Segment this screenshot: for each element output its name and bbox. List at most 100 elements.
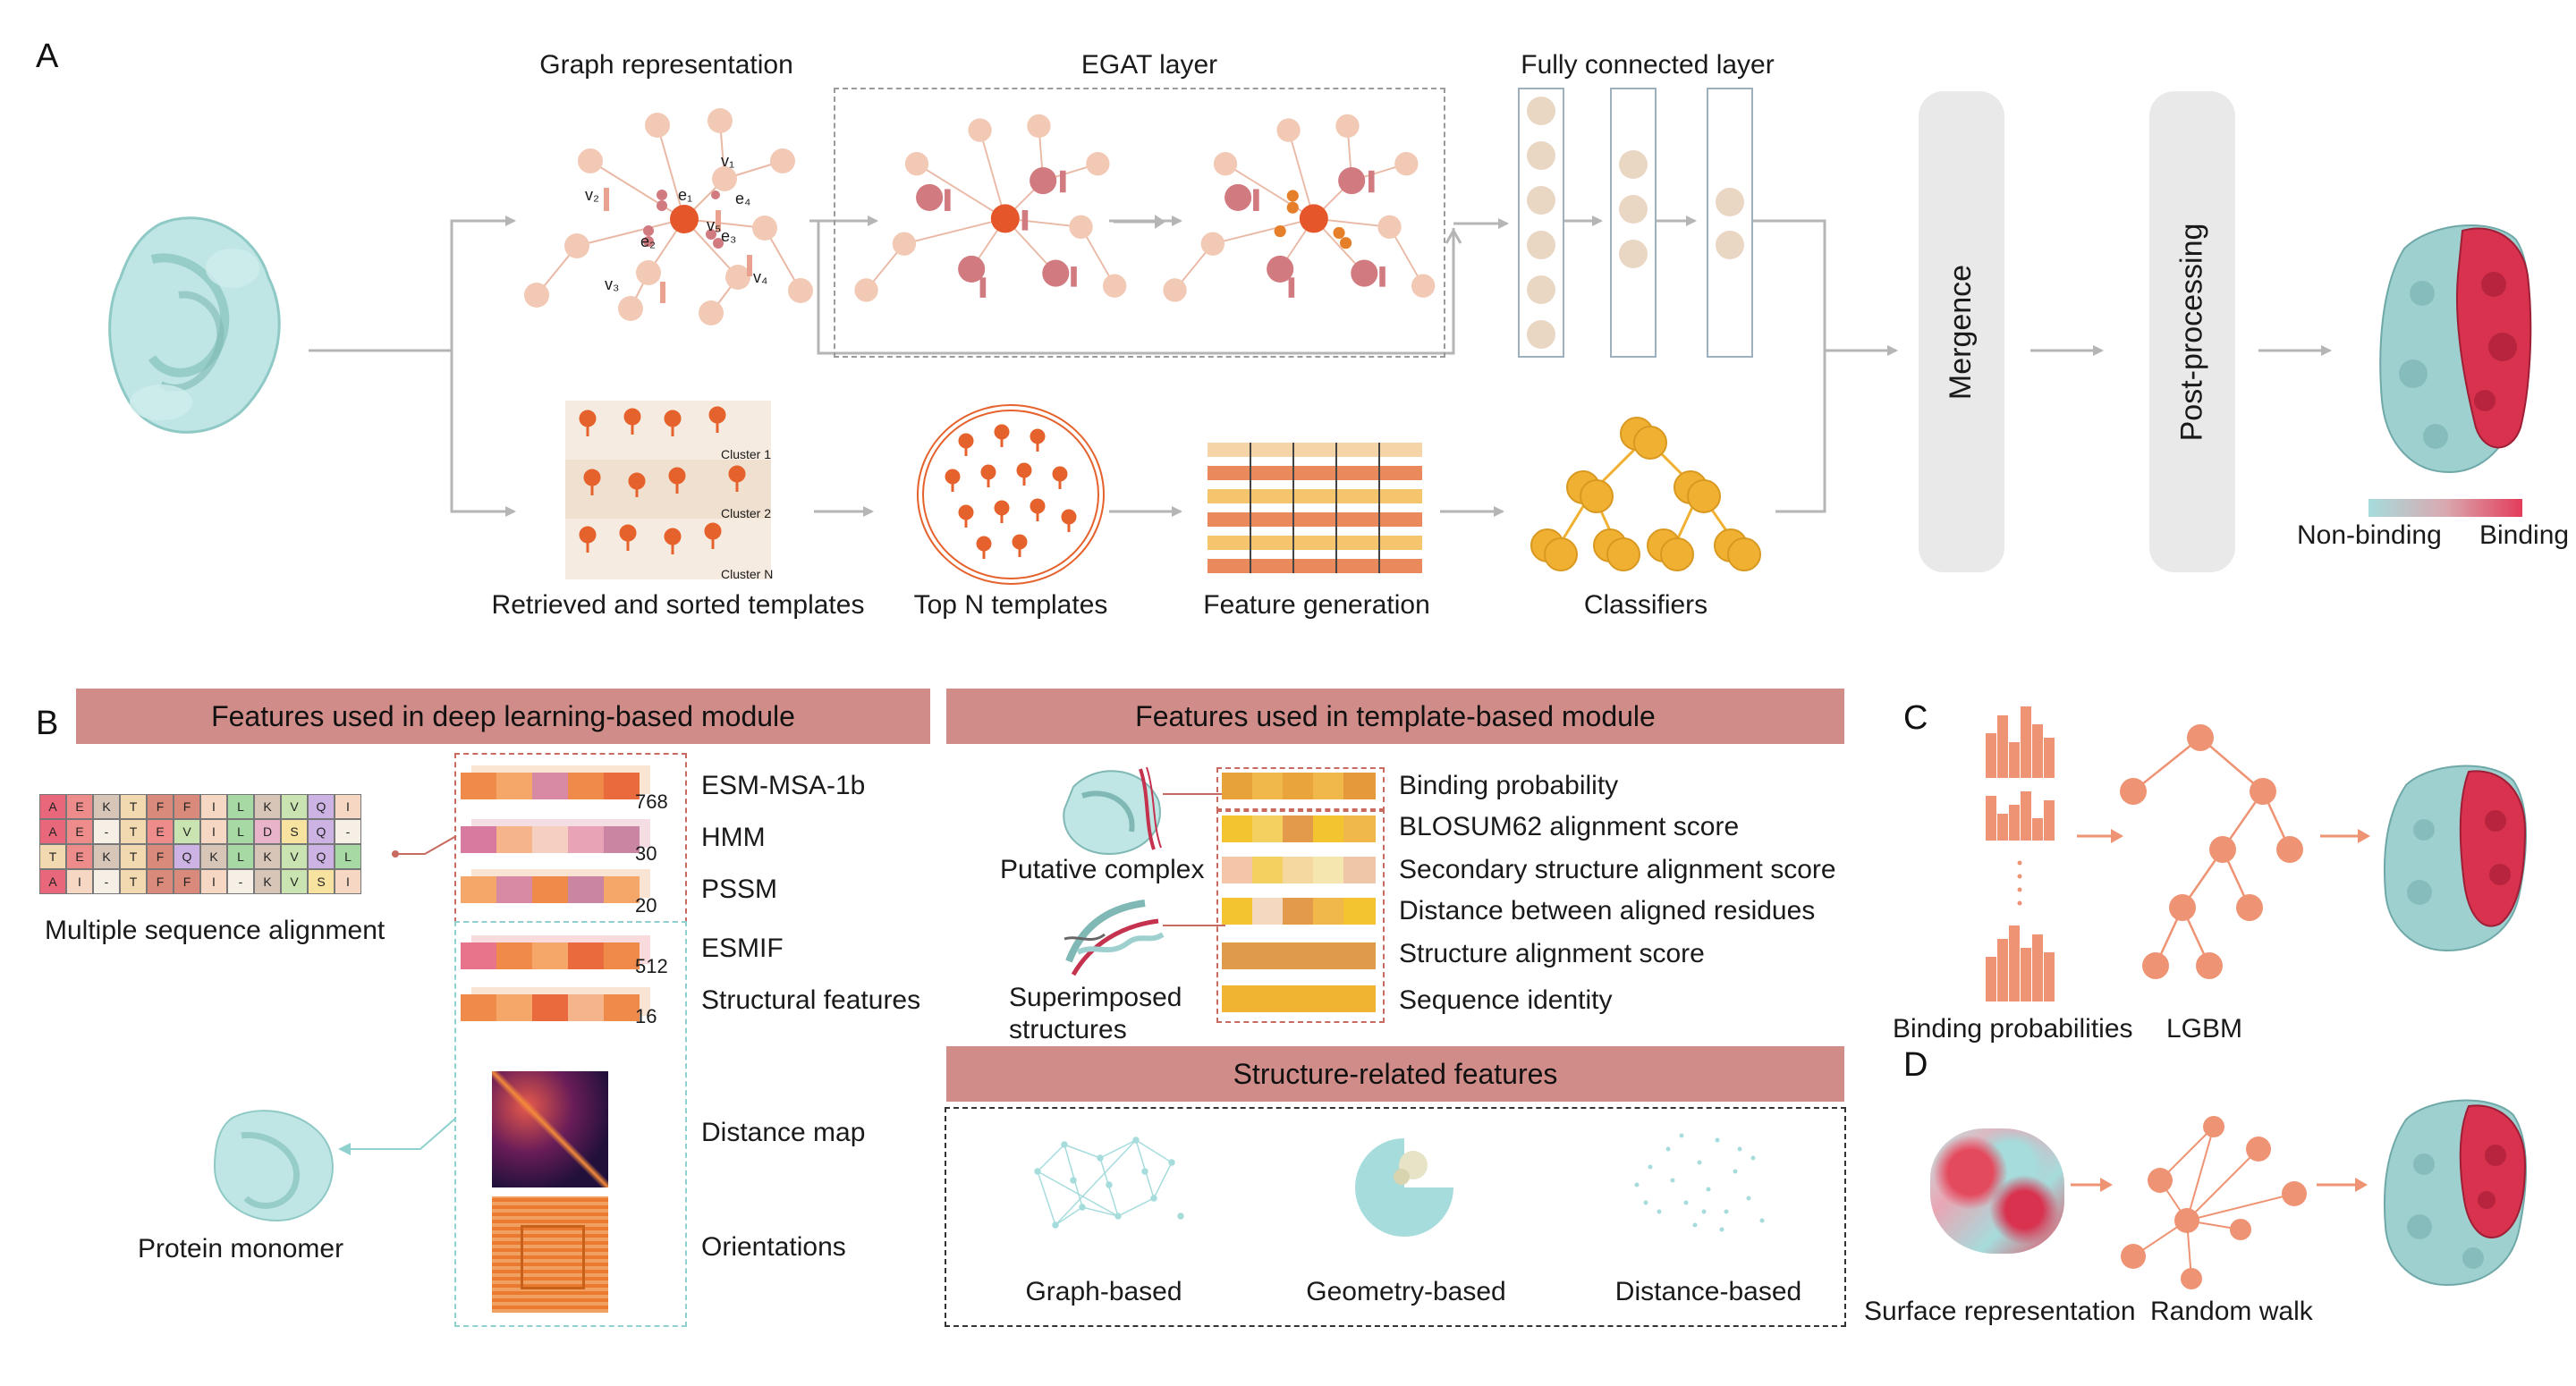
cluster-n-label: Cluster N	[721, 567, 774, 581]
template-feature-secondary-structure: Secondary structure alignment score	[1399, 855, 1836, 884]
egat-layer-label: EGAT layer	[1080, 50, 1218, 80]
dim-structural: 16	[635, 1005, 657, 1027]
msa-cell: A	[39, 794, 66, 819]
feature-generation-label: Feature generation	[1203, 590, 1430, 620]
putative-complex-label: Putative complex	[1000, 855, 1205, 884]
template-feature-blosum62: BLOSUM62 alignment score	[1399, 812, 1740, 841]
msa-cell: T	[120, 844, 147, 869]
msa-cell: K	[200, 844, 227, 869]
node-label-v2: v₂	[585, 186, 599, 204]
msa-cell: A	[39, 819, 66, 844]
lgbm-tree	[2120, 724, 2303, 979]
binding-probabilities-label: Binding probabilities	[1893, 1014, 2133, 1044]
msa-cell: K	[93, 794, 120, 819]
egat-graph-1	[854, 114, 1127, 302]
dim-hmm: 30	[635, 842, 657, 865]
fully-connected-layer-label: Fully connected layer	[1521, 50, 1775, 80]
template-feature-structure-alignment: Structure alignment score	[1399, 939, 1705, 968]
feature-esmif: ESMIF	[701, 934, 784, 963]
graph-based-label: Graph-based	[1025, 1277, 1182, 1306]
feature-hmm: HMM	[701, 823, 766, 852]
panel-letter-b: B	[36, 705, 59, 742]
banner-structure-features: Structure-related features	[946, 1046, 1844, 1102]
msa-cell: E	[147, 819, 174, 844]
msa-cell: L	[227, 844, 254, 869]
msa-cell: -	[93, 819, 120, 844]
msa-cell: T	[120, 819, 147, 844]
top-n-templates-ellipse	[917, 404, 1105, 585]
msa-cell: V	[281, 794, 308, 819]
input-protein-structure	[108, 216, 281, 434]
structure-dl-features-box	[454, 921, 687, 1327]
fc-layer-1	[1518, 88, 1564, 358]
random-walk-graph	[2121, 1116, 2307, 1289]
dim-esmif: 512	[635, 955, 668, 977]
msa-cell: V	[174, 819, 200, 844]
retrieved-templates-label: Retrieved and sorted templates	[491, 590, 865, 620]
cluster-2-label: Cluster 2	[721, 506, 772, 520]
msa-cell: A	[39, 869, 66, 894]
banner-template-features: Features used in template-based module	[946, 689, 1844, 744]
msa-cell: I	[200, 819, 227, 844]
classifiers-trees	[1530, 417, 1761, 571]
surface-representation-image	[1930, 1128, 2064, 1254]
msa-cell: F	[147, 794, 174, 819]
msa-cell: I	[200, 869, 227, 894]
orientations-image	[492, 1196, 608, 1313]
fc-layer-3	[1707, 88, 1753, 358]
node-label-v1: v₁	[721, 152, 735, 170]
panel-letter-d: D	[1903, 1046, 1928, 1084]
geometry-based-icon	[1355, 1138, 1453, 1237]
panel-c-output-protein	[2383, 765, 2527, 952]
msa-cell: K	[254, 869, 281, 894]
msa-cell: E	[66, 844, 93, 869]
msa-cell: I	[200, 794, 227, 819]
template-feature-sequence-identity: Sequence identity	[1399, 985, 1613, 1015]
feature-esm-msa-1b: ESM-MSA-1b	[701, 771, 866, 800]
node-label-v5: v₅	[707, 216, 722, 234]
msa-cell: V	[281, 869, 308, 894]
template-feature-binding-probability: Binding probability	[1399, 771, 1619, 800]
msa-label: Multiple sequence alignment	[45, 916, 386, 945]
egat-layer-box	[834, 88, 1445, 358]
binding-label: Binding	[2479, 520, 2570, 550]
superimposed-label: Superimposed structures	[1009, 983, 1182, 1044]
mergence-box: Mergence	[1919, 91, 2004, 572]
msa-cell: L	[335, 844, 361, 869]
msa-cell: I	[335, 869, 361, 894]
msa-cell: T	[120, 794, 147, 819]
msa-cell: S	[308, 869, 335, 894]
msa-cell: F	[147, 869, 174, 894]
template-scores-box	[1216, 808, 1385, 1023]
superimposed-structures	[1063, 900, 1165, 976]
msa-cell: Q	[174, 844, 200, 869]
msa-cell: L	[227, 819, 254, 844]
distance-based-label: Distance-based	[1614, 1277, 1802, 1306]
msa-cell: S	[281, 819, 308, 844]
msa-cell: F	[174, 869, 200, 894]
msa-cell: -	[93, 869, 120, 894]
output-protein-structure	[2379, 224, 2532, 474]
distance-map-image	[492, 1071, 608, 1187]
panel-letter-c: C	[1903, 699, 1928, 737]
msa-cell: T	[39, 844, 66, 869]
fc-layer-2	[1610, 88, 1657, 358]
banner-dl-features: Features used in deep learning-based mod…	[76, 689, 930, 744]
cluster-1-label: Cluster 1	[721, 447, 772, 461]
msa-cell: E	[66, 819, 93, 844]
msa-cell: Q	[308, 819, 335, 844]
msa-cell: T	[120, 869, 147, 894]
non-binding-label: Non-binding	[2297, 520, 2442, 550]
egat-arrow	[1114, 215, 1165, 229]
putative-complex-structure	[1063, 766, 1162, 856]
graph-based-icon	[1034, 1137, 1184, 1229]
node-label-e4: e₄	[735, 190, 751, 207]
msa-cell: -	[335, 819, 361, 844]
node-label-v3: v₃	[605, 275, 620, 293]
feature-pssm: PSSM	[701, 875, 778, 904]
protein-monomer-structure	[213, 1110, 334, 1222]
msa-cell: D	[254, 819, 281, 844]
